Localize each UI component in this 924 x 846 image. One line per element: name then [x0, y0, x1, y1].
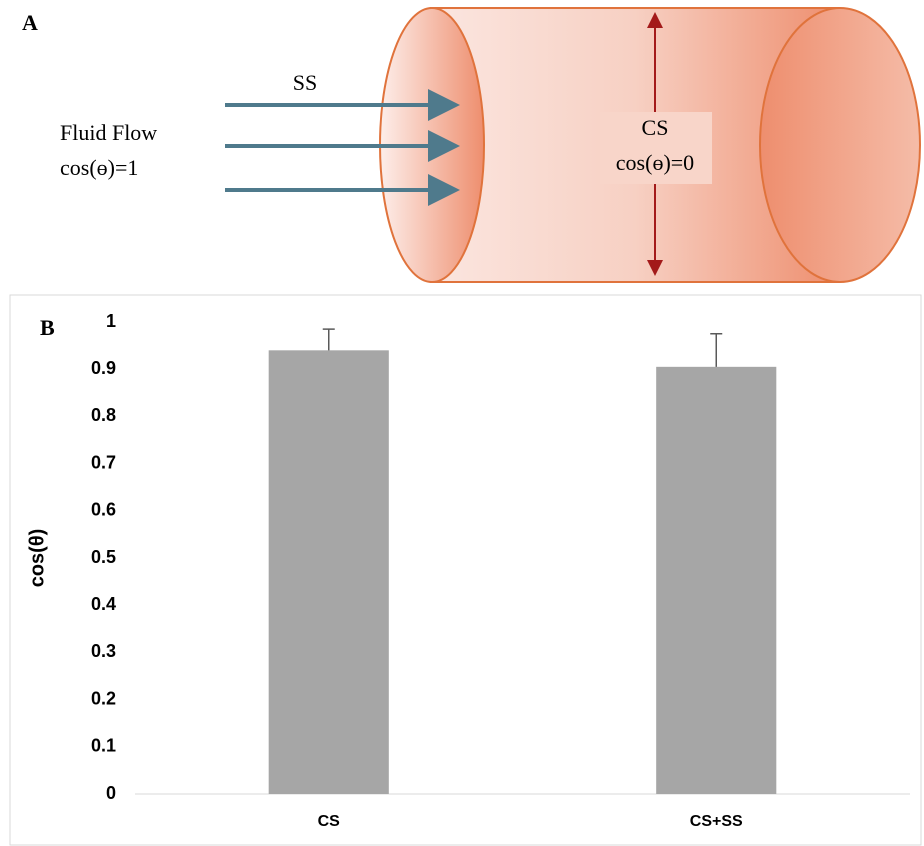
- y-tick-label: 0.2: [91, 688, 116, 708]
- y-tick-label: 0: [106, 783, 116, 803]
- panel-a: A SS Fluid Flow cos(ɵ)=1 CS cos(ɵ)=0: [22, 8, 920, 282]
- y-tick-label: 0.3: [91, 641, 116, 661]
- figure: A SS Fluid Flow cos(ɵ)=1 CS cos(ɵ)=0 B c…: [0, 0, 924, 846]
- bar: [269, 350, 389, 794]
- error-bar: [323, 329, 335, 350]
- y-axis-label: cos(θ): [26, 529, 48, 588]
- y-tick-label: 0.4: [91, 594, 116, 614]
- y-tick-label: 0.9: [91, 358, 116, 378]
- y-tick-label: 0.8: [91, 405, 116, 425]
- y-tick-label: 0.5: [91, 547, 116, 567]
- x-tick-label: CS: [318, 813, 341, 830]
- panel-label: B: [40, 315, 55, 340]
- x-tick-label: CS+SS: [690, 813, 743, 830]
- y-tick-label: 0.6: [91, 500, 116, 520]
- cyl-cos: cos(ɵ)=0: [616, 150, 694, 175]
- cyl-label: CS: [642, 115, 669, 140]
- y-tick-label: 0.7: [91, 452, 116, 472]
- flow-label: Fluid Flow: [60, 120, 157, 145]
- arrow-label: SS: [293, 70, 317, 95]
- cylinder-cap: [760, 8, 920, 282]
- y-tick-label: 1: [106, 311, 116, 331]
- panel-label: A: [22, 10, 38, 35]
- flow-cos: cos(ɵ)=1: [60, 155, 138, 180]
- y-tick-label: 0.1: [91, 736, 116, 756]
- error-bar: [710, 334, 722, 367]
- chart-frame: [10, 295, 921, 845]
- panel-b: B cos(θ) 0 0.1 0.2 0.3 0.4 0.5 0.6 0.7 0.8 0.9 1 CS…: [10, 295, 921, 845]
- bar: [656, 367, 776, 794]
